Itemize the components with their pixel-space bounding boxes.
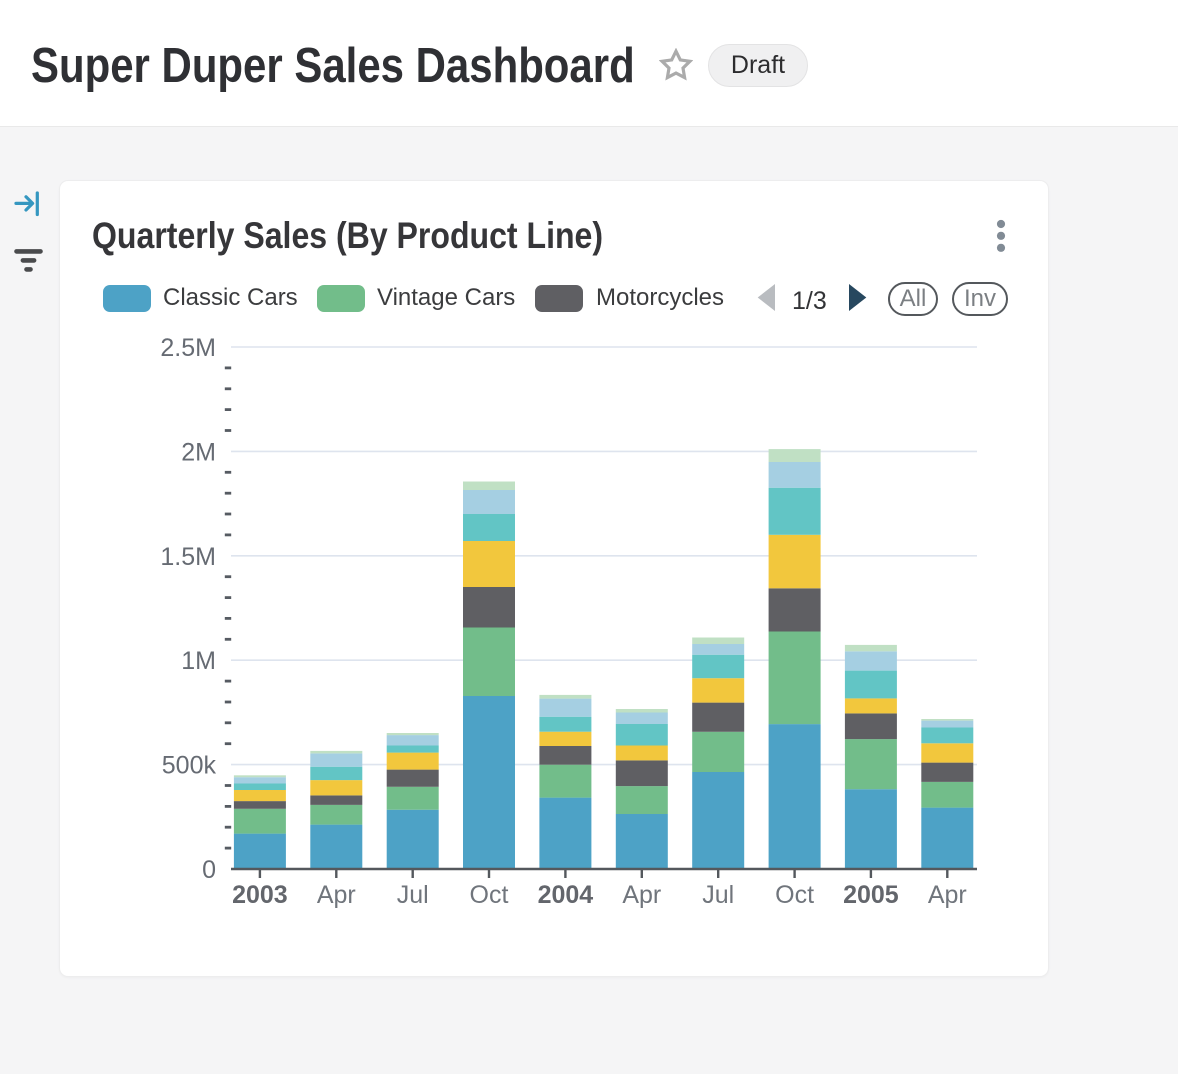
svg-text:Oct: Oct	[775, 881, 814, 909]
svg-text:1M: 1M	[181, 647, 216, 675]
svg-text:Oct: Oct	[470, 881, 509, 909]
svg-text:2005: 2005	[843, 881, 899, 909]
svg-text:Apr: Apr	[622, 881, 661, 909]
svg-text:Apr: Apr	[317, 881, 356, 909]
svg-text:500k: 500k	[162, 752, 217, 780]
svg-text:2003: 2003	[232, 881, 288, 909]
svg-text:0: 0	[202, 856, 216, 884]
svg-text:Apr: Apr	[928, 881, 967, 909]
svg-text:2004: 2004	[538, 881, 594, 909]
svg-text:Jul: Jul	[397, 881, 429, 909]
svg-text:1.5M: 1.5M	[160, 543, 216, 571]
svg-text:2M: 2M	[181, 438, 216, 466]
svg-text:Jul: Jul	[702, 881, 734, 909]
svg-text:2.5M: 2.5M	[160, 334, 216, 362]
